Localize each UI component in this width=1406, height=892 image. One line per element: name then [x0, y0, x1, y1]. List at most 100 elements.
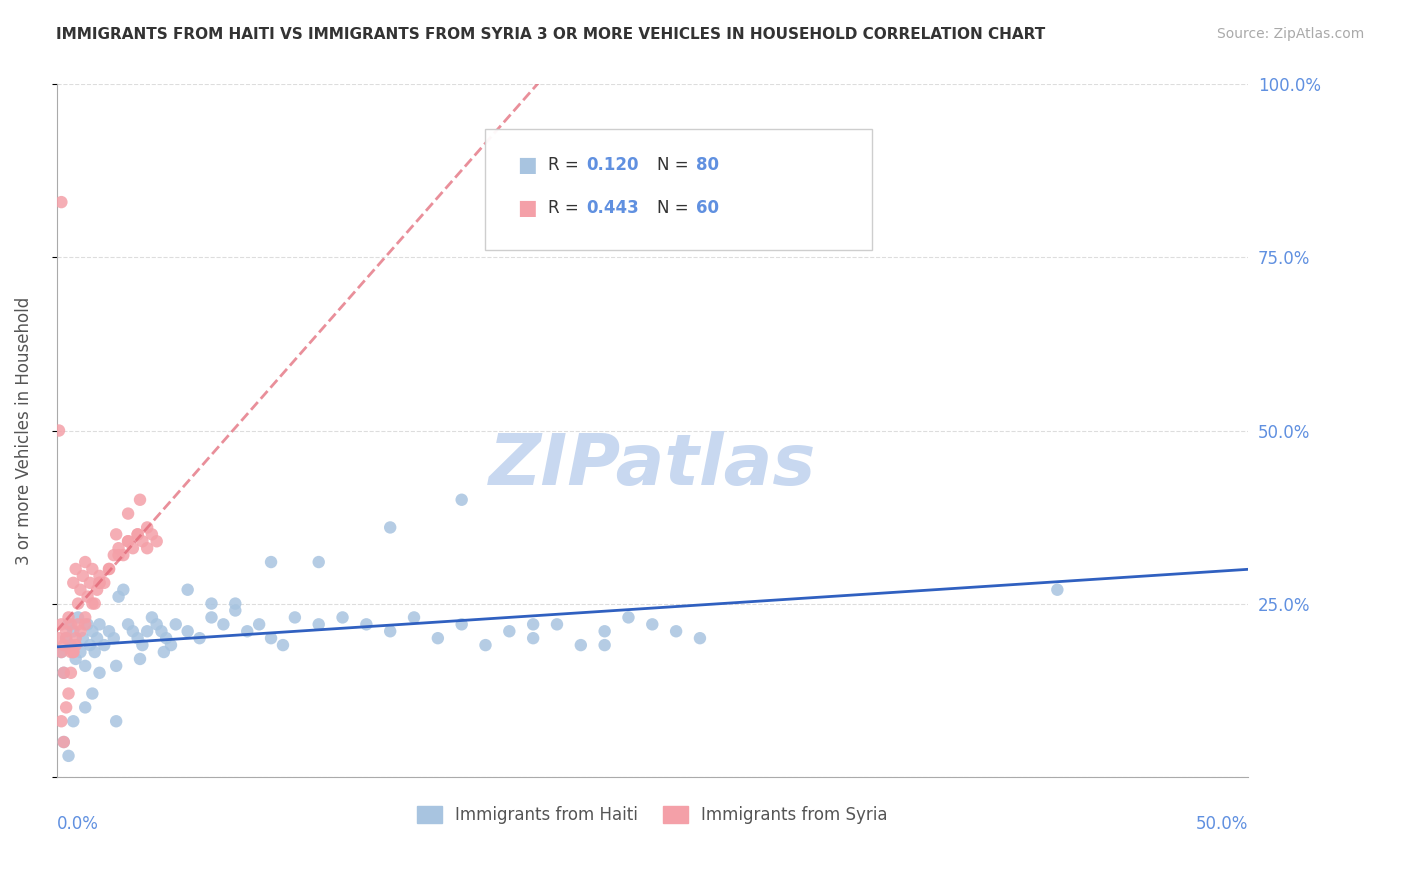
- Point: [121, 624, 143, 639]
- Point: [593, 624, 616, 639]
- Point: [103, 548, 125, 562]
- Point: [145, 617, 167, 632]
- Point: [689, 631, 711, 645]
- Point: [55, 631, 77, 645]
- Point: [75, 658, 97, 673]
- Point: [55, 624, 77, 639]
- Point: [82, 624, 104, 639]
- Point: [58, 687, 80, 701]
- Point: [52, 735, 75, 749]
- Point: [117, 617, 139, 632]
- Point: [82, 562, 104, 576]
- Point: [105, 527, 128, 541]
- Point: [59, 645, 82, 659]
- Point: [75, 555, 97, 569]
- Point: [86, 631, 108, 645]
- Point: [498, 624, 520, 639]
- Point: [117, 507, 139, 521]
- Point: [200, 610, 222, 624]
- Point: [107, 548, 129, 562]
- Point: [89, 575, 111, 590]
- Point: [51, 645, 73, 659]
- Point: [89, 575, 111, 590]
- Text: 80: 80: [696, 156, 718, 174]
- Point: [224, 597, 246, 611]
- Point: [176, 624, 198, 639]
- Text: N =: N =: [657, 156, 693, 174]
- Point: [176, 582, 198, 597]
- Point: [127, 527, 149, 541]
- Point: [55, 700, 77, 714]
- Point: [59, 638, 82, 652]
- Point: [51, 645, 73, 659]
- Point: [129, 492, 152, 507]
- Point: [69, 645, 91, 659]
- Point: [72, 631, 94, 645]
- Point: [546, 617, 568, 632]
- Point: [82, 597, 104, 611]
- Point: [112, 582, 135, 597]
- Point: [271, 638, 294, 652]
- Point: [51, 714, 73, 729]
- Point: [59, 617, 82, 632]
- Point: [129, 652, 152, 666]
- Point: [79, 638, 101, 652]
- Point: [89, 617, 111, 632]
- Point: [141, 610, 163, 624]
- Point: [76, 617, 98, 632]
- Point: [67, 597, 90, 611]
- Point: [236, 624, 259, 639]
- Text: 50.0%: 50.0%: [1195, 814, 1249, 833]
- Point: [212, 617, 235, 632]
- Point: [155, 631, 177, 645]
- Point: [200, 597, 222, 611]
- Point: [522, 617, 544, 632]
- Point: [65, 562, 87, 576]
- Text: 0.443: 0.443: [586, 199, 640, 217]
- Point: [51, 617, 73, 632]
- Point: [160, 638, 183, 652]
- Text: ■: ■: [517, 198, 537, 218]
- Point: [127, 631, 149, 645]
- Point: [58, 617, 80, 632]
- Point: [593, 638, 616, 652]
- Point: [69, 624, 91, 639]
- Text: 60: 60: [696, 199, 718, 217]
- Point: [52, 665, 75, 680]
- Point: [48, 424, 70, 438]
- Text: 0.0%: 0.0%: [56, 814, 98, 833]
- Point: [75, 617, 97, 632]
- Point: [105, 714, 128, 729]
- Point: [93, 575, 115, 590]
- Text: 0.120: 0.120: [586, 156, 638, 174]
- Point: [131, 638, 153, 652]
- Point: [224, 603, 246, 617]
- Legend: Immigrants from Haiti, Immigrants from Syria: Immigrants from Haiti, Immigrants from S…: [411, 799, 894, 830]
- Point: [284, 610, 307, 624]
- Point: [62, 645, 84, 659]
- Point: [67, 610, 90, 624]
- Y-axis label: 3 or more Vehicles in Household: 3 or more Vehicles in Household: [15, 296, 32, 565]
- Point: [136, 624, 159, 639]
- Point: [117, 534, 139, 549]
- Text: IMMIGRANTS FROM HAITI VS IMMIGRANTS FROM SYRIA 3 OR MORE VEHICLES IN HOUSEHOLD C: IMMIGRANTS FROM HAITI VS IMMIGRANTS FROM…: [56, 27, 1046, 42]
- Point: [103, 631, 125, 645]
- Point: [93, 638, 115, 652]
- Point: [474, 638, 496, 652]
- Text: ZIPatlas: ZIPatlas: [489, 431, 815, 500]
- Point: [380, 624, 402, 639]
- Point: [121, 541, 143, 556]
- Point: [89, 569, 111, 583]
- Point: [127, 527, 149, 541]
- Point: [89, 665, 111, 680]
- Point: [98, 562, 121, 576]
- Point: [82, 687, 104, 701]
- Point: [62, 624, 84, 639]
- Point: [308, 555, 330, 569]
- Point: [112, 548, 135, 562]
- Point: [98, 562, 121, 576]
- Point: [136, 520, 159, 534]
- Point: [58, 610, 80, 624]
- Point: [72, 569, 94, 583]
- Point: [150, 624, 173, 639]
